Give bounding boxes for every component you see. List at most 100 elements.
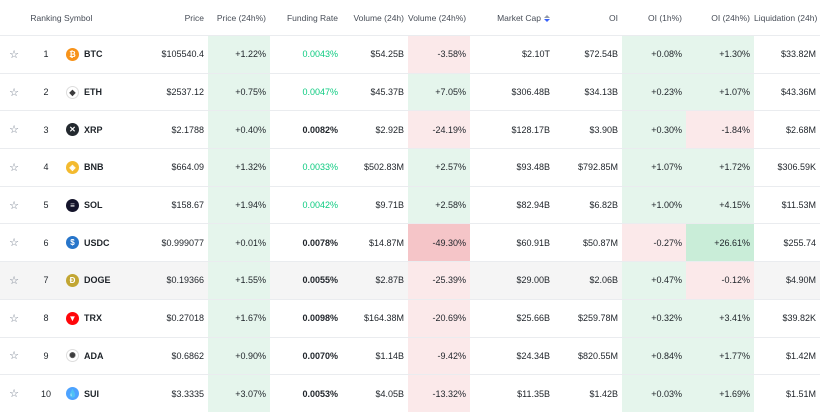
funding-rate-cell: 0.0033%	[270, 148, 342, 187]
table-row[interactable]: ☆ 8 ▼ TRX $0.27018 +1.67% 0.0098% $164.3…	[0, 298, 820, 337]
symbol-header[interactable]: Symbol	[64, 12, 93, 23]
market-cap-header[interactable]: Market Cap	[470, 0, 554, 36]
rank-cell: 9	[28, 336, 64, 375]
volume-change-cell: +2.57%	[408, 148, 470, 187]
favorite-star-icon[interactable]: ☆	[0, 298, 28, 337]
funding-rate-cell: 0.0070%	[270, 336, 342, 375]
ranking-header[interactable]: Ranking	[30, 12, 62, 23]
liquidation-header[interactable]: Liquidation (24h)	[754, 12, 818, 23]
symbol-cell[interactable]: ▼ TRX	[64, 298, 140, 337]
market-cap-cell: $11.35B	[470, 374, 554, 412]
price-header[interactable]: Price	[184, 12, 204, 23]
volume-change-cell: -20.69%	[408, 298, 470, 337]
oi-24h-cell: +1.69%	[686, 374, 754, 412]
table-row[interactable]: ☆ 7 Ð DOGE $0.19366 +1.55% 0.0055% $2.87…	[0, 261, 820, 300]
favorite-star-icon[interactable]: ☆	[0, 110, 28, 149]
table-row[interactable]: ☆ 10 💧 SUI $3.3335 +3.07% 0.0053% $4.05B…	[0, 374, 820, 412]
symbol-label: SOL	[84, 200, 103, 211]
volume-cell: $502.83M	[342, 148, 408, 187]
rank-cell: 6	[28, 223, 64, 262]
price-change-cell: +0.01%	[208, 223, 270, 262]
oi-24h-cell: +26.61%	[686, 223, 754, 262]
table-row[interactable]: ☆ 9 ✺ ADA $0.6862 +0.90% 0.0070% $1.14B …	[0, 336, 820, 375]
liquidation-cell: $43.36M	[754, 72, 820, 111]
oi-cell: $792.85M	[554, 148, 622, 187]
oi-1h-cell: +0.23%	[622, 72, 686, 111]
funding-rate-cell: 0.0042%	[270, 185, 342, 224]
favorite-star-icon[interactable]: ☆	[0, 261, 28, 300]
oi-1h-header[interactable]: OI (1h%)	[647, 12, 682, 23]
oi-1h-cell: +0.32%	[622, 298, 686, 337]
oi-cell: $820.55M	[554, 336, 622, 375]
oi-cell: $259.78M	[554, 298, 622, 337]
liquidation-cell: $33.82M	[754, 35, 820, 74]
table-row[interactable]: ☆ 2 ◆ ETH $2537.12 +0.75% 0.0047% $45.37…	[0, 72, 820, 111]
symbol-label: ADA	[84, 350, 104, 361]
price-cell: $105540.4	[140, 35, 208, 74]
liquidation-cell: $1.42M	[754, 336, 820, 375]
symbol-label: DOGE	[84, 275, 111, 286]
symbol-cell[interactable]: ✺ ADA	[64, 336, 140, 375]
favorite-star-icon[interactable]: ☆	[0, 35, 28, 74]
oi-1h-cell: +1.07%	[622, 148, 686, 187]
symbol-cell[interactable]: ₿ BTC	[64, 35, 140, 74]
oi-24h-cell: -1.84%	[686, 110, 754, 149]
symbol-cell[interactable]: Ð DOGE	[64, 261, 140, 300]
rank-cell: 8	[28, 298, 64, 337]
favorite-star-icon[interactable]: ☆	[0, 185, 28, 224]
price-cell: $0.999077	[140, 223, 208, 262]
rank-cell: 3	[28, 110, 64, 149]
symbol-cell[interactable]: 💧 SUI	[64, 374, 140, 412]
oi-cell: $72.54B	[554, 35, 622, 74]
oi-24h-header[interactable]: OI (24h%)	[711, 12, 750, 23]
volume-cell: $2.92B	[342, 110, 408, 149]
funding-rate-cell: 0.0043%	[270, 35, 342, 74]
favorite-star-icon[interactable]: ☆	[0, 336, 28, 375]
table-row[interactable]: ☆ 6 $ USDC $0.999077 +0.01% 0.0078% $14.…	[0, 223, 820, 262]
usdc-icon: $	[66, 236, 79, 250]
market-cap-cell: $93.48B	[470, 148, 554, 187]
favorite-star-icon[interactable]: ☆	[0, 374, 28, 412]
symbol-label: SUI	[84, 388, 100, 399]
table-header: Ranking Symbol Price Price (24h%) Fundin…	[0, 0, 820, 36]
rank-cell: 1	[28, 35, 64, 74]
price-cell: $0.27018	[140, 298, 208, 337]
oi-cell: $3.90B	[554, 110, 622, 149]
symbol-cell[interactable]: $ USDC	[64, 223, 140, 262]
favorite-star-icon[interactable]: ☆	[0, 72, 28, 111]
symbol-cell[interactable]: ✕ XRP	[64, 110, 140, 149]
price-change-cell: +0.40%	[208, 110, 270, 149]
oi-header[interactable]: OI	[609, 12, 618, 23]
market-cap-cell: $128.17B	[470, 110, 554, 149]
price-change-header[interactable]: Price (24h%)	[216, 12, 266, 23]
volume-cell: $1.14B	[342, 336, 408, 375]
symbol-cell[interactable]: ≡ SOL	[64, 185, 140, 224]
sort-descending-icon[interactable]	[544, 14, 550, 22]
rank-cell: 2	[28, 72, 64, 111]
eth-icon: ◆	[66, 85, 79, 99]
price-cell: $0.6862	[140, 336, 208, 375]
table-row[interactable]: ☆ 3 ✕ XRP $2.1788 +0.40% 0.0082% $2.92B …	[0, 110, 820, 149]
favorite-star-icon[interactable]: ☆	[0, 148, 28, 187]
oi-cell: $1.42B	[554, 374, 622, 412]
table-row[interactable]: ☆ 4 ◈ BNB $664.09 +1.32% 0.0033% $502.83…	[0, 148, 820, 187]
funding-rate-cell: 0.0082%	[270, 110, 342, 149]
volume-change-header[interactable]: Volume (24h%)	[408, 12, 467, 23]
oi-24h-cell: +1.72%	[686, 148, 754, 187]
volume-header[interactable]: Volume (24h)	[353, 12, 404, 23]
table-row[interactable]: ☆ 5 ≡ SOL $158.67 +1.94% 0.0042% $9.71B …	[0, 185, 820, 224]
funding-rate-header[interactable]: Funding Rate	[286, 12, 338, 23]
symbol-cell[interactable]: ◈ BNB	[64, 148, 140, 187]
oi-1h-cell: +0.47%	[622, 261, 686, 300]
funding-rate-cell: 0.0055%	[270, 261, 342, 300]
favorite-star-icon[interactable]: ☆	[0, 223, 28, 262]
table-row[interactable]: ☆ 1 ₿ BTC $105540.4 +1.22% 0.0043% $54.2…	[0, 35, 820, 74]
symbol-cell[interactable]: ◆ ETH	[64, 72, 140, 111]
market-cap-cell: $306.48B	[470, 72, 554, 111]
volume-change-cell: -9.42%	[408, 336, 470, 375]
volume-cell: $164.38M	[342, 298, 408, 337]
market-cap-cell: $82.94B	[470, 185, 554, 224]
oi-cell: $2.06B	[554, 261, 622, 300]
symbol-label: USDC	[84, 237, 110, 248]
